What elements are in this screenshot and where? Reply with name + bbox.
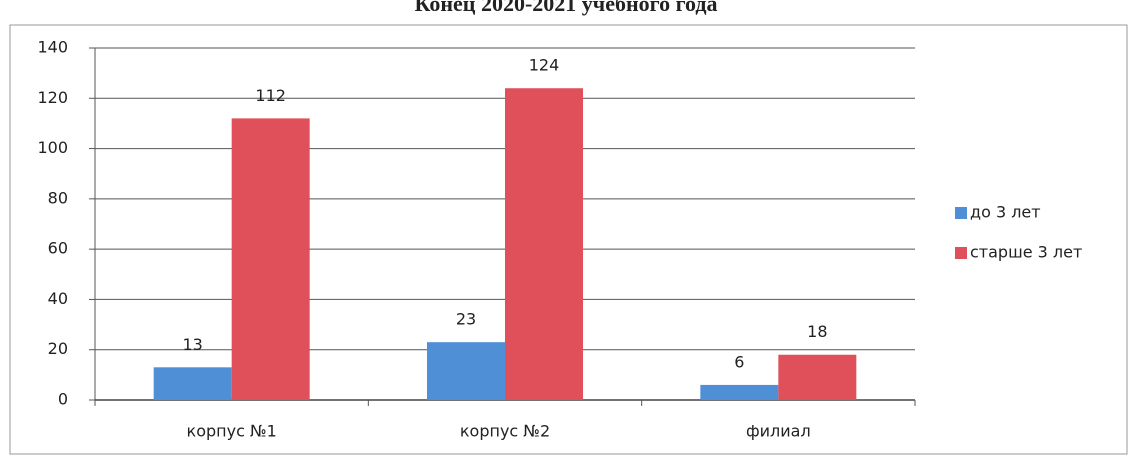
legend-swatch — [955, 247, 967, 259]
bar — [700, 384, 779, 400]
data-label: 112 — [255, 86, 286, 105]
bar — [427, 342, 505, 400]
y-tick-label: 140 — [37, 38, 68, 57]
legend-label: до 3 лет — [970, 203, 1041, 222]
y-tick-label: 0 — [58, 390, 68, 409]
y-tick-label: 80 — [48, 188, 68, 207]
data-label: 6 — [734, 352, 744, 371]
y-tick-label: 20 — [48, 339, 68, 358]
x-tick-label: филиал — [746, 422, 811, 441]
x-tick-label: корпус №1 — [187, 422, 277, 441]
y-tick-label: 120 — [37, 88, 68, 107]
chart-title: Конец 2020-2021 учебного года — [414, 0, 717, 16]
legend-swatch — [955, 207, 967, 219]
bar — [778, 354, 857, 400]
data-label: 124 — [529, 56, 560, 75]
x-tick-label: корпус №2 — [460, 422, 550, 441]
legend-label: старше 3 лет — [970, 243, 1082, 262]
y-tick-label: 60 — [48, 239, 68, 258]
data-label: 13 — [182, 335, 202, 354]
data-label: 18 — [807, 322, 827, 341]
bar — [153, 367, 232, 400]
bar — [231, 118, 310, 401]
chart-border — [9, 24, 1128, 455]
bar — [505, 88, 583, 400]
data-label: 23 — [456, 310, 476, 329]
y-tick-label: 40 — [48, 289, 68, 308]
y-tick-label: 100 — [37, 138, 68, 157]
